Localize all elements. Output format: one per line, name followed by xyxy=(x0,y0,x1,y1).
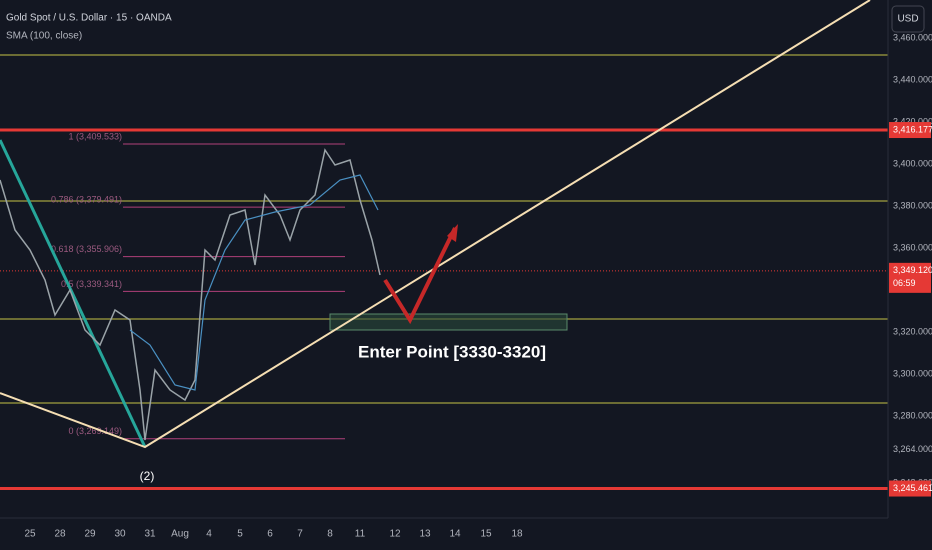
price-badge xyxy=(889,122,931,139)
current-price-label: 3,349.120 xyxy=(893,265,932,275)
wave-label: (2) xyxy=(140,469,155,483)
price-tick-label: 3,380.000 xyxy=(893,200,932,210)
date-label: Aug xyxy=(171,529,189,540)
price-badge-label: 3,245.461 xyxy=(893,483,932,493)
date-label: 12 xyxy=(389,529,401,540)
date-label: 7 xyxy=(297,529,303,540)
fib-label: 0.5 (3,339.341) xyxy=(61,279,122,289)
date-label: 28 xyxy=(54,529,66,540)
price-tick-label: 3,320.000 xyxy=(893,326,932,336)
date-label: 8 xyxy=(327,529,333,540)
price-badge-label: 3,416.177 xyxy=(893,124,932,134)
date-label: 30 xyxy=(114,529,126,540)
current-price-badge xyxy=(889,262,931,293)
date-label: 14 xyxy=(449,529,461,540)
trend-line xyxy=(0,0,871,449)
arrow-head xyxy=(447,224,458,242)
date-label: 6 xyxy=(267,529,273,540)
price-tick-label: 3,300.000 xyxy=(893,368,932,378)
fib-label: 0.786 (3,379.491) xyxy=(51,194,122,204)
entry-label: Enter Point [3330-3320] xyxy=(358,342,546,361)
symbol: Gold Spot / U.S. Dollar · 15 · OANDA xyxy=(6,13,172,24)
date-label: 11 xyxy=(355,529,366,540)
currency[interactable]: USD xyxy=(897,14,918,25)
fib-label: 0.618 (3,355.906) xyxy=(51,244,122,254)
price-tick-label: 3,460.000 xyxy=(893,32,932,42)
price-tick-label: 3,440.000 xyxy=(893,74,932,84)
price-path xyxy=(0,148,381,441)
fib-label: 0 (3,269.149) xyxy=(68,426,122,436)
sma-line xyxy=(129,174,379,391)
price-tick-label: 3,400.000 xyxy=(893,158,932,168)
date-label: 4 xyxy=(206,529,212,540)
price-tick-label: 3,420.000 xyxy=(893,116,932,126)
arrow xyxy=(383,227,457,325)
price-tick-label: 3,280.000 xyxy=(893,410,932,420)
date-label: 31 xyxy=(144,529,156,540)
fib-label: 1 (3,409.533) xyxy=(68,131,122,141)
date-label: 5 xyxy=(237,529,243,540)
date-label: 18 xyxy=(511,529,523,540)
date-label: 13 xyxy=(419,529,431,540)
countdown: 06:59 xyxy=(893,278,916,288)
date-label: 29 xyxy=(84,529,96,540)
price-tick-label: 3,264.000 xyxy=(893,444,932,454)
currency-button[interactable] xyxy=(891,5,925,33)
price-badge xyxy=(889,480,931,497)
indicator: SMA (100, close) xyxy=(6,31,82,42)
entry-zone xyxy=(329,313,568,331)
dynamic: 1 (3,409.533) 0.786 (3,379.491) 0.618 (3,3… xyxy=(0,128,888,491)
date-label: 25 xyxy=(24,529,36,540)
price-tick-label: 3,360.000 xyxy=(893,242,932,252)
date-label: 15 xyxy=(480,529,492,540)
trend-line xyxy=(0,139,147,448)
